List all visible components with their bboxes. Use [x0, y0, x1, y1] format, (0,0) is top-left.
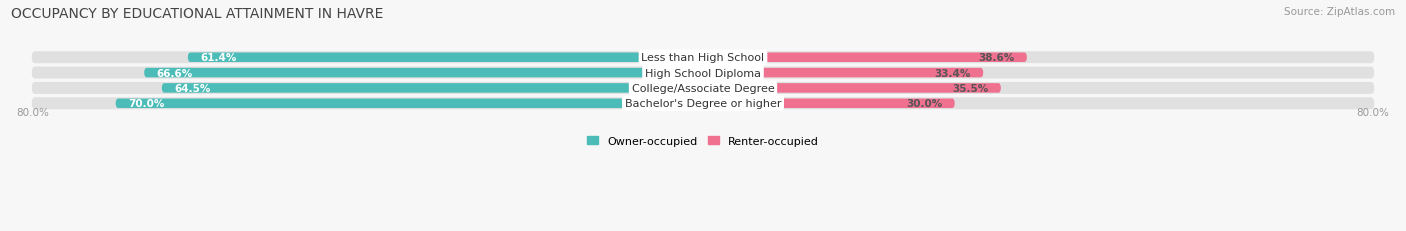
Text: 64.5%: 64.5%	[174, 84, 211, 94]
Text: Bachelor's Degree or higher: Bachelor's Degree or higher	[624, 99, 782, 109]
FancyBboxPatch shape	[115, 99, 703, 109]
Text: College/Associate Degree: College/Associate Degree	[631, 84, 775, 94]
Text: Source: ZipAtlas.com: Source: ZipAtlas.com	[1284, 7, 1395, 17]
FancyBboxPatch shape	[145, 69, 703, 78]
Text: OCCUPANCY BY EDUCATIONAL ATTAINMENT IN HAVRE: OCCUPANCY BY EDUCATIONAL ATTAINMENT IN H…	[11, 7, 384, 21]
FancyBboxPatch shape	[32, 98, 1374, 110]
Text: 38.6%: 38.6%	[979, 53, 1014, 63]
FancyBboxPatch shape	[162, 84, 703, 93]
FancyBboxPatch shape	[188, 53, 703, 63]
Text: High School Diploma: High School Diploma	[645, 68, 761, 78]
Text: 33.4%: 33.4%	[934, 68, 970, 78]
FancyBboxPatch shape	[32, 67, 1374, 79]
Text: 66.6%: 66.6%	[157, 68, 193, 78]
FancyBboxPatch shape	[32, 83, 1374, 94]
Text: 61.4%: 61.4%	[201, 53, 236, 63]
FancyBboxPatch shape	[703, 99, 955, 109]
Text: 70.0%: 70.0%	[128, 99, 165, 109]
Text: Less than High School: Less than High School	[641, 53, 765, 63]
FancyBboxPatch shape	[703, 53, 1026, 63]
FancyBboxPatch shape	[703, 69, 983, 78]
Legend: Owner-occupied, Renter-occupied: Owner-occupied, Renter-occupied	[586, 136, 820, 146]
Text: 80.0%: 80.0%	[1357, 108, 1389, 118]
Text: 35.5%: 35.5%	[952, 84, 988, 94]
Text: 80.0%: 80.0%	[17, 108, 49, 118]
FancyBboxPatch shape	[32, 52, 1374, 64]
FancyBboxPatch shape	[703, 84, 1001, 93]
Text: 30.0%: 30.0%	[905, 99, 942, 109]
